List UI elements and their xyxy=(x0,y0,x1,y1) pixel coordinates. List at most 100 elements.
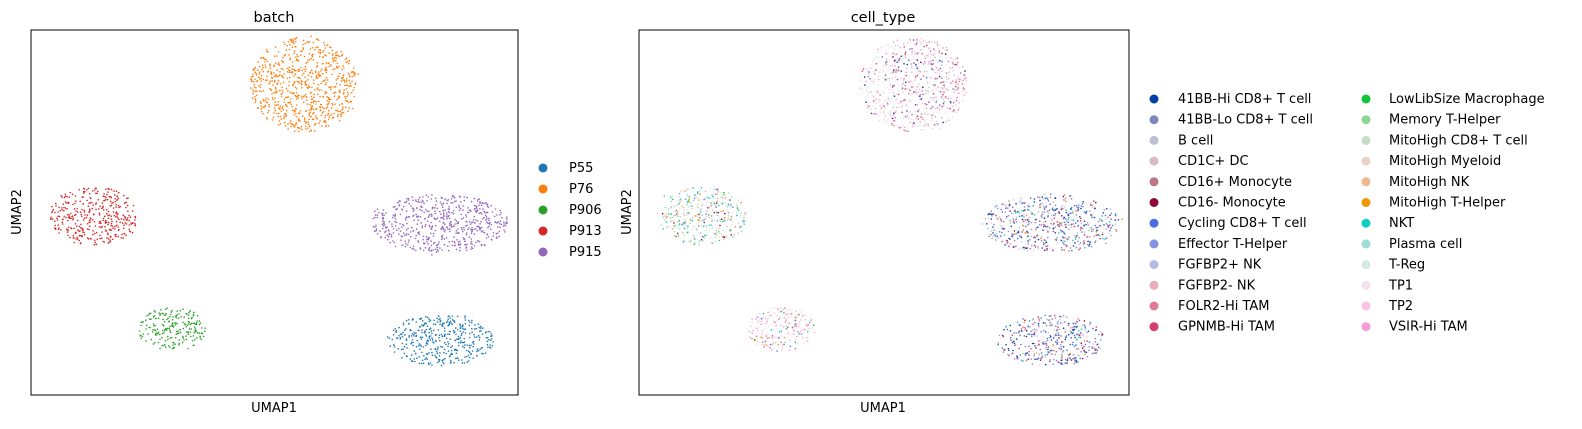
point xyxy=(317,93,319,96)
point xyxy=(860,77,862,79)
point xyxy=(468,220,471,223)
point xyxy=(128,228,130,231)
point xyxy=(398,204,401,207)
point xyxy=(890,124,893,126)
point xyxy=(890,100,892,102)
point xyxy=(485,237,488,239)
point xyxy=(104,226,106,228)
point xyxy=(399,223,401,225)
point xyxy=(92,190,94,192)
point xyxy=(707,214,710,216)
point xyxy=(335,79,338,81)
legend-item: LowLibSize Macrophage xyxy=(1361,92,1545,107)
point xyxy=(499,213,501,216)
point xyxy=(472,341,474,344)
point xyxy=(348,79,350,82)
point xyxy=(486,211,488,214)
point xyxy=(1027,243,1030,245)
point xyxy=(290,98,292,100)
point xyxy=(931,67,933,69)
point xyxy=(699,193,701,195)
point xyxy=(731,220,734,223)
point xyxy=(1033,355,1035,357)
point xyxy=(399,333,402,336)
point xyxy=(1001,227,1003,229)
point xyxy=(807,330,809,333)
point xyxy=(405,229,408,231)
point xyxy=(1055,359,1058,362)
point xyxy=(1051,214,1053,217)
point xyxy=(1071,332,1074,335)
point xyxy=(1049,321,1051,324)
point xyxy=(448,222,451,225)
point xyxy=(303,72,305,75)
point xyxy=(298,94,300,97)
point xyxy=(321,125,323,127)
point xyxy=(736,214,738,217)
point xyxy=(1044,322,1046,325)
point xyxy=(405,218,407,221)
point xyxy=(1063,243,1065,245)
point xyxy=(1052,223,1055,226)
point xyxy=(1059,319,1061,321)
point xyxy=(925,41,928,43)
point xyxy=(928,41,930,43)
point xyxy=(1061,248,1064,251)
point xyxy=(1062,218,1065,220)
point xyxy=(436,348,439,351)
point xyxy=(1062,327,1065,330)
point xyxy=(178,313,180,315)
point xyxy=(804,314,806,317)
point xyxy=(779,317,781,319)
legend-label: P915 xyxy=(569,245,602,260)
point xyxy=(687,200,690,202)
point xyxy=(1088,235,1091,238)
point xyxy=(438,334,441,337)
point xyxy=(155,317,157,320)
point xyxy=(965,80,968,82)
point xyxy=(934,71,937,74)
point xyxy=(692,187,694,189)
point xyxy=(194,338,196,341)
point xyxy=(353,86,356,89)
point xyxy=(448,240,451,243)
point xyxy=(312,113,314,115)
point xyxy=(312,41,315,44)
point xyxy=(1082,205,1084,208)
point xyxy=(925,123,928,125)
point xyxy=(428,215,430,217)
point xyxy=(315,108,317,111)
point xyxy=(901,87,904,90)
point xyxy=(1039,220,1041,222)
point xyxy=(705,217,707,219)
point xyxy=(894,76,897,79)
point xyxy=(1023,214,1025,216)
point xyxy=(448,206,450,208)
point xyxy=(1045,245,1047,248)
point xyxy=(261,56,263,59)
point xyxy=(444,223,446,225)
point xyxy=(1062,237,1065,239)
point xyxy=(904,53,906,55)
point xyxy=(111,225,114,227)
point xyxy=(686,189,688,192)
cluster-p76 xyxy=(250,35,360,133)
point xyxy=(292,84,294,87)
point xyxy=(470,232,473,234)
point xyxy=(924,122,927,124)
point xyxy=(297,55,299,58)
point xyxy=(716,231,718,234)
point xyxy=(666,216,669,218)
point xyxy=(1030,213,1033,215)
legend-label: 41BB-Lo CD8+ T cell xyxy=(1178,113,1313,128)
point xyxy=(374,210,376,212)
point xyxy=(758,326,760,329)
point xyxy=(490,338,493,340)
point xyxy=(885,74,888,76)
point xyxy=(662,228,665,230)
point xyxy=(353,67,355,69)
point xyxy=(292,65,294,67)
point xyxy=(870,112,873,115)
point xyxy=(330,113,333,115)
point xyxy=(782,343,784,346)
